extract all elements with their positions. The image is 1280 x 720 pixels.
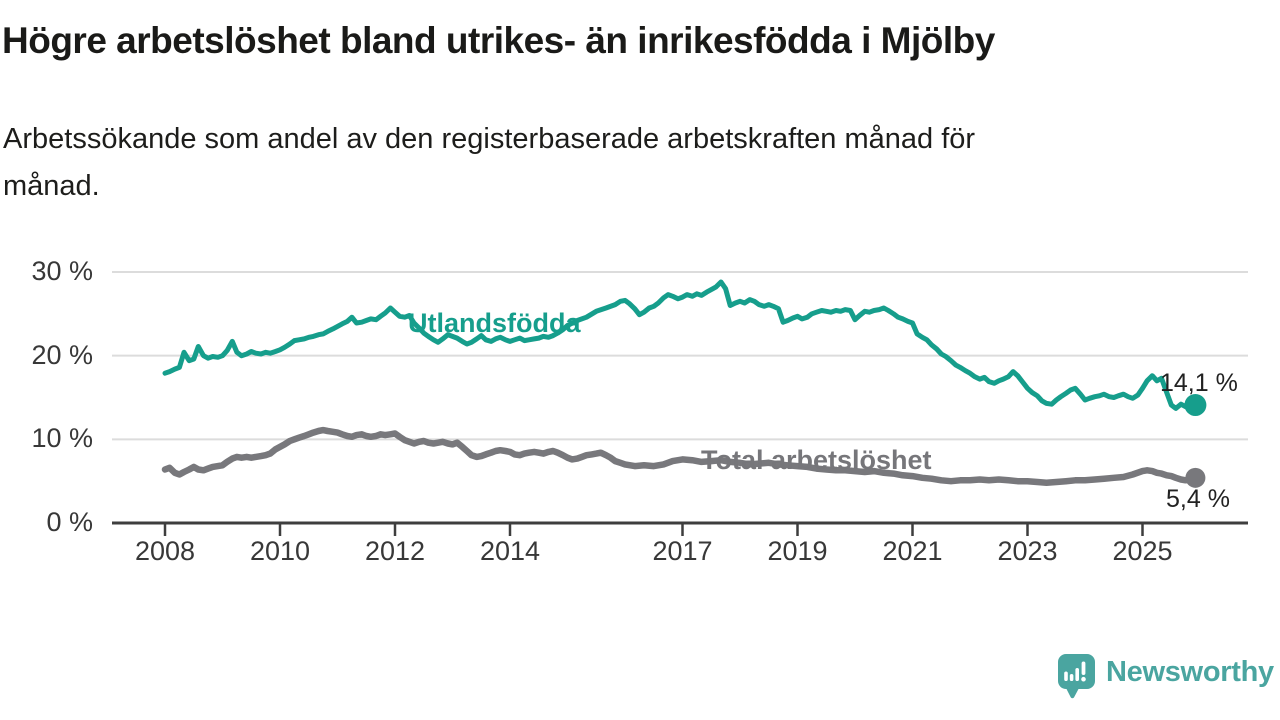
y-tick-label-0: 0 %	[46, 507, 93, 537]
page-title: Högre arbetslöshet bland utrikes- än inr…	[2, 20, 995, 61]
x-tick-label-2025: 2025	[1112, 536, 1173, 566]
newsworthy-speech-bubble-icon	[1058, 654, 1095, 699]
x-tick-label-2021: 2021	[882, 536, 943, 566]
y-tick-label-30: 30 %	[31, 255, 93, 286]
subtitle-line-2: månad.	[3, 170, 100, 202]
chart-subtitle: Arbetssökande som andel av den registerb…	[3, 116, 1213, 210]
newsworthy-logo: Newsworthy	[1056, 652, 1274, 700]
x-tick-label-2014: 2014	[479, 536, 541, 566]
x-tick-label-2010: 2010	[249, 536, 311, 566]
series-label-total-arbetsloshet: Total arbetslöshet	[701, 445, 932, 475]
series-line-total	[161, 426, 1199, 487]
x-tick-label-2017: 2017	[652, 536, 713, 566]
x-tick-label-2012: 2012	[364, 536, 426, 566]
subtitle-line-1: Arbetssökande som andel av den registerb…	[3, 123, 976, 155]
y-tick-label-10: 10 %	[31, 423, 93, 454]
newsworthy-wordmark: Newsworthy	[1106, 655, 1274, 688]
series-end-dot-total	[1185, 467, 1206, 488]
y-tick-label-20: 20 %	[31, 339, 93, 370]
x-tick-label-2023: 2023	[997, 536, 1058, 566]
series-end-dot-utlandsfodda	[1184, 394, 1207, 417]
end-value-label-total: 5,4 %	[1166, 485, 1230, 513]
x-tick-label-2008: 2008	[134, 536, 196, 566]
series-line-utlandsfodda	[162, 279, 1198, 411]
x-tick-label-2019: 2019	[767, 536, 828, 566]
end-value-label-utlandsfodda: 14,1 %	[1160, 369, 1238, 397]
series-label-utlandsfodda: Utlandsfödda	[408, 308, 581, 338]
